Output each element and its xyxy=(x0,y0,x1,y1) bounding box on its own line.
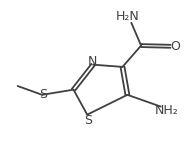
Text: S: S xyxy=(84,114,92,127)
Text: NH₂: NH₂ xyxy=(155,105,179,117)
Text: H₂N: H₂N xyxy=(115,10,139,23)
Text: O: O xyxy=(170,40,180,52)
Text: S: S xyxy=(39,88,47,101)
Text: N: N xyxy=(87,55,97,67)
